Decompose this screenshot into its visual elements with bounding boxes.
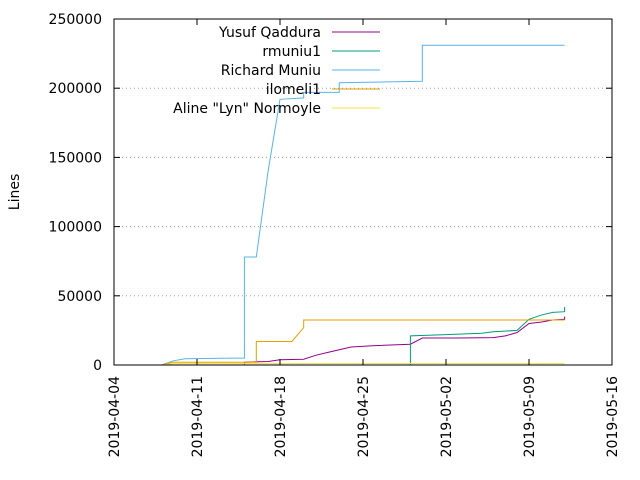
plot-area-border xyxy=(113,18,613,366)
legend-label: ilomeli1 xyxy=(266,82,321,98)
series-lines xyxy=(161,44,566,366)
y-axis-ticks: 0 50000 100000 150000 200000 250000 xyxy=(49,12,612,374)
grid-lines xyxy=(114,87,612,297)
legend-label: Aline "Lyn" Normoyle xyxy=(173,101,321,117)
y-tick-label: 100000 xyxy=(49,220,102,236)
y-tick-label: 200000 xyxy=(49,81,102,97)
x-tick-label: 2019-04-04 xyxy=(107,376,123,457)
y-tick-label: 150000 xyxy=(49,150,102,166)
legend-label: Richard Muniu xyxy=(221,63,321,79)
series-line-2 xyxy=(161,44,565,366)
x-tick-label: 2019-05-09 xyxy=(522,376,538,457)
legend-label: Yusuf Qaddura xyxy=(218,25,321,41)
x-tick-label: 2019-04-18 xyxy=(273,376,289,457)
y-axis-label: Lines xyxy=(7,174,23,210)
x-tick-label: 2019-04-25 xyxy=(356,376,372,457)
legend: Yusuf Qaddura rmuniu1 Richard Muniu ilomeli… xyxy=(173,25,380,117)
series-line-1 xyxy=(409,306,566,365)
x-tick-label: 2019-05-02 xyxy=(439,376,455,457)
x-tick-label: 2019-04-11 xyxy=(190,376,206,457)
x-tick-label: 2019-05-16 xyxy=(605,376,621,457)
y-tick-label: 50000 xyxy=(57,289,102,305)
legend-label: rmuniu1 xyxy=(262,44,321,60)
y-tick-label: 250000 xyxy=(49,12,102,28)
y-tick-label: 0 xyxy=(93,358,102,374)
x-axis-ticks: 2019-04-04 2019-04-11 2019-04-18 2019-04-25… xyxy=(107,19,621,457)
